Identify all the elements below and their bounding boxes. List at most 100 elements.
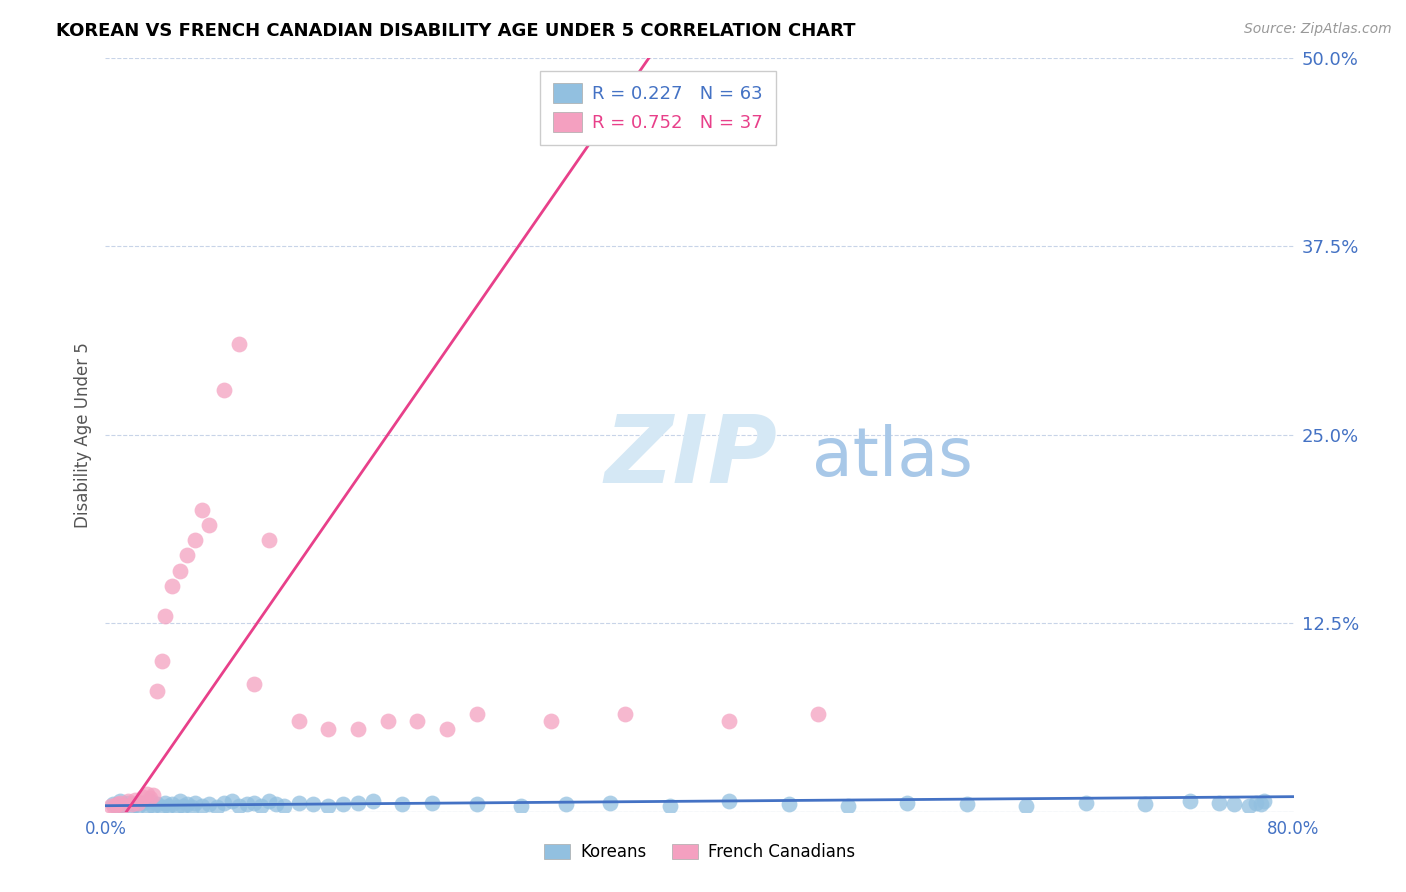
Point xyxy=(377,714,399,729)
Point xyxy=(221,794,243,808)
Point xyxy=(183,533,205,548)
Point xyxy=(103,800,125,814)
Point xyxy=(1246,796,1268,810)
Point xyxy=(264,797,287,812)
Point xyxy=(127,796,149,810)
Point xyxy=(142,788,165,802)
Point xyxy=(198,797,221,812)
Point xyxy=(1253,794,1275,808)
Point xyxy=(162,579,184,593)
Point xyxy=(117,796,139,810)
Point xyxy=(180,800,202,814)
Point xyxy=(361,794,384,808)
Point xyxy=(136,800,159,814)
Point xyxy=(112,798,135,813)
Point xyxy=(956,797,979,812)
Point xyxy=(391,797,413,812)
Point xyxy=(146,684,169,698)
Point xyxy=(896,796,918,810)
Point xyxy=(257,794,280,808)
Point xyxy=(121,797,143,812)
Point xyxy=(183,796,205,810)
Point xyxy=(191,503,214,517)
Point xyxy=(191,798,214,813)
Point xyxy=(1178,794,1201,808)
Point xyxy=(243,796,266,810)
Point xyxy=(420,796,443,810)
Point xyxy=(228,337,250,351)
Point xyxy=(837,798,859,813)
Point xyxy=(406,714,429,729)
Point xyxy=(599,796,621,810)
Point xyxy=(139,794,162,808)
Point xyxy=(146,797,169,812)
Point xyxy=(302,797,325,812)
Point xyxy=(273,798,295,813)
Point xyxy=(1237,798,1260,813)
Point xyxy=(105,797,128,812)
Point xyxy=(243,676,266,690)
Point xyxy=(718,714,741,729)
Point xyxy=(150,654,173,668)
Point xyxy=(162,797,184,812)
Point xyxy=(465,706,488,721)
Point xyxy=(1250,797,1272,812)
Point xyxy=(332,797,354,812)
Point xyxy=(205,800,228,814)
Point xyxy=(287,796,309,810)
Point xyxy=(347,722,370,736)
Point xyxy=(121,800,143,814)
Point xyxy=(124,792,146,806)
Point xyxy=(1208,796,1230,810)
Point xyxy=(101,797,124,812)
Point xyxy=(166,800,188,814)
Point xyxy=(347,796,370,810)
Point xyxy=(198,518,221,533)
Point xyxy=(139,791,162,805)
Point xyxy=(316,722,339,736)
Point xyxy=(105,800,128,814)
Point xyxy=(127,798,149,813)
Point xyxy=(214,383,236,397)
Point xyxy=(778,797,800,812)
Point xyxy=(112,798,135,813)
Text: Source: ZipAtlas.com: Source: ZipAtlas.com xyxy=(1244,22,1392,37)
Point xyxy=(1074,796,1097,810)
Point xyxy=(131,796,153,810)
Point xyxy=(142,798,165,813)
Point xyxy=(257,533,280,548)
Point xyxy=(153,796,176,810)
Point xyxy=(1015,798,1038,813)
Point xyxy=(235,797,257,812)
Point xyxy=(124,797,146,812)
Point xyxy=(554,797,576,812)
Point xyxy=(1133,797,1156,812)
Point xyxy=(465,797,488,812)
Text: KOREAN VS FRENCH CANADIAN DISABILITY AGE UNDER 5 CORRELATION CHART: KOREAN VS FRENCH CANADIAN DISABILITY AGE… xyxy=(56,22,856,40)
Point xyxy=(131,789,153,804)
Point xyxy=(250,798,273,813)
Point xyxy=(172,798,194,813)
Point xyxy=(110,794,132,808)
Point xyxy=(150,800,173,814)
Point xyxy=(169,564,191,578)
Point xyxy=(153,608,176,623)
Point xyxy=(169,794,191,808)
Point xyxy=(214,796,236,810)
Point xyxy=(100,798,122,813)
Y-axis label: Disability Age Under 5: Disability Age Under 5 xyxy=(73,342,91,528)
Point xyxy=(510,798,533,813)
Point xyxy=(176,797,198,812)
Point xyxy=(540,714,562,729)
Point xyxy=(136,787,159,801)
Point xyxy=(316,798,339,813)
Point xyxy=(156,798,179,813)
Point xyxy=(614,706,637,721)
Point xyxy=(1223,797,1246,812)
Point xyxy=(110,796,132,810)
Point xyxy=(436,722,458,736)
Point xyxy=(718,794,741,808)
Text: ZIP: ZIP xyxy=(605,411,778,503)
Point xyxy=(117,794,139,808)
Point xyxy=(176,549,198,563)
